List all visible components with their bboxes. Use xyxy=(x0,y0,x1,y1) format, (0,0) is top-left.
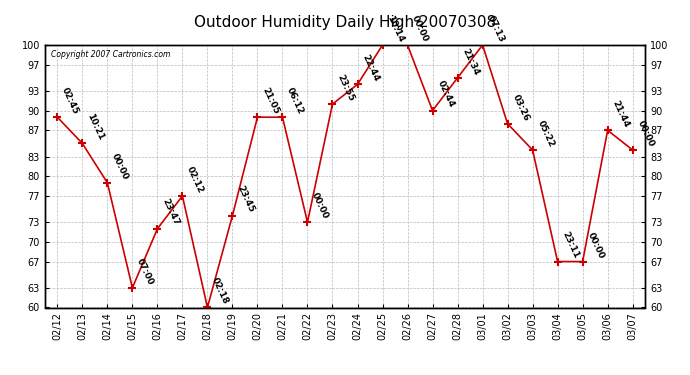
Text: 00:00: 00:00 xyxy=(585,231,605,260)
Text: 00:00: 00:00 xyxy=(110,152,130,182)
Text: 02:45: 02:45 xyxy=(60,86,81,116)
Text: 02:44: 02:44 xyxy=(435,80,455,109)
Text: 00:00: 00:00 xyxy=(635,119,656,148)
Text: 03:26: 03:26 xyxy=(511,93,531,122)
Text: Outdoor Humidity Daily High 20070308: Outdoor Humidity Daily High 20070308 xyxy=(194,15,496,30)
Text: 21:05: 21:05 xyxy=(260,86,280,116)
Text: 05:22: 05:22 xyxy=(535,119,555,148)
Text: 07:13: 07:13 xyxy=(485,14,506,44)
Text: 00:00: 00:00 xyxy=(411,14,431,44)
Text: 23:45: 23:45 xyxy=(235,184,255,214)
Text: 07:00: 07:00 xyxy=(135,257,155,286)
Text: 23:55: 23:55 xyxy=(335,73,355,103)
Text: 10:21: 10:21 xyxy=(85,112,106,142)
Text: 23:11: 23:11 xyxy=(560,230,581,260)
Text: 00:00: 00:00 xyxy=(310,192,331,221)
Text: 06:12: 06:12 xyxy=(285,86,306,116)
Text: 02:18: 02:18 xyxy=(210,276,230,306)
Text: 21:34: 21:34 xyxy=(460,46,481,76)
Text: 23:47: 23:47 xyxy=(160,197,181,227)
Text: 02:12: 02:12 xyxy=(185,165,206,195)
Text: 10:14: 10:14 xyxy=(385,14,406,44)
Text: 22:44: 22:44 xyxy=(360,53,381,83)
Text: 21:44: 21:44 xyxy=(611,99,631,129)
Text: Copyright 2007 Cartronics.com: Copyright 2007 Cartronics.com xyxy=(51,50,170,59)
